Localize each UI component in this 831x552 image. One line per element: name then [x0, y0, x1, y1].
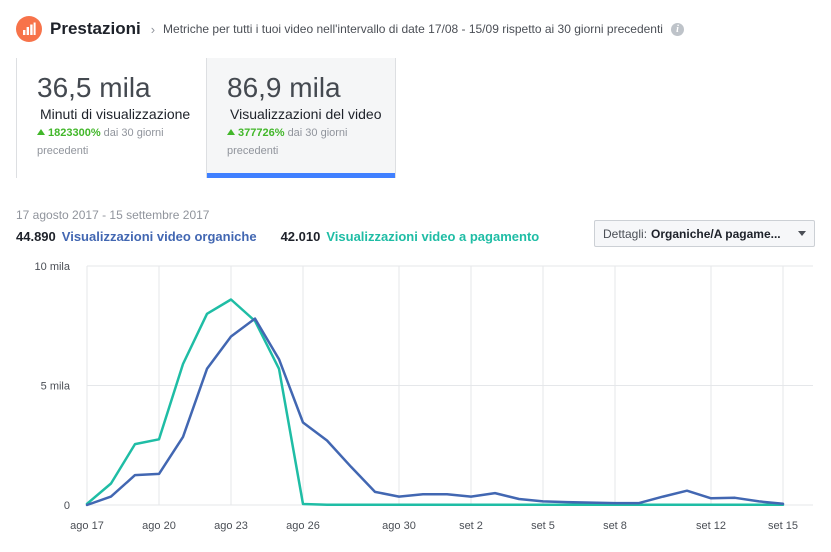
metric-card-views[interactable]: 86,9 mila Visualizzazioni del video 3777…	[206, 58, 396, 178]
metric-card-minutes[interactable]: 36,5 mila Minuti di visualizzazione 1823…	[16, 58, 206, 178]
y-tick-label: 0	[64, 500, 70, 512]
organic-legend-label[interactable]: Visualizzazioni video organiche	[61, 229, 257, 244]
x-tick-label: ago 23	[214, 520, 248, 532]
chart-legend: 44.890 Visualizzazioni video organiche 4…	[16, 229, 539, 244]
dropdown-value: Organiche/A pagame...	[651, 226, 781, 241]
series-line-paid[interactable]	[85, 298, 785, 507]
page-title: Prestazioni	[50, 19, 141, 38]
x-tick-label: set 12	[696, 520, 726, 532]
x-tick-label: set 15	[768, 520, 798, 532]
details-dropdown[interactable]: Dettagli: Organiche/A pagame...	[594, 220, 815, 247]
x-tick-label: ago 20	[142, 520, 176, 532]
x-tick-label: set 2	[459, 520, 483, 532]
metric-delta: 377726% dai 30 giorni precedenti	[227, 127, 348, 157]
page-header: Prestazioni › Metriche per tutti i tuoi …	[16, 14, 684, 44]
date-range: 17 agosto 2017 - 15 settembre 2017	[16, 208, 210, 222]
paid-total: 42.010	[280, 229, 321, 244]
x-tick-label: ago 26	[286, 520, 320, 532]
y-tick-label: 10 mila	[35, 261, 71, 273]
chevron-right-icon: ›	[150, 21, 156, 37]
organic-total: 44.890	[16, 229, 56, 244]
info-icon[interactable]: i	[670, 22, 684, 36]
x-tick-label: set 8	[603, 520, 627, 532]
metric-delta: 1823300% dai 30 giorni precedenti	[37, 127, 164, 157]
arrow-up-icon	[227, 129, 235, 135]
metric-label: Minuti di visualizzazione	[40, 106, 191, 122]
paid-legend-label[interactable]: Visualizzazioni video a pagamento	[326, 229, 540, 244]
chevron-down-icon	[798, 231, 806, 236]
x-tick-label: ago 17	[70, 520, 104, 532]
dropdown-label: Dettagli:	[603, 226, 648, 241]
metric-label: Visualizzazioni del video	[230, 106, 382, 122]
metric-value: 36,5 mila	[37, 72, 151, 103]
series-line-organic[interactable]	[85, 317, 785, 507]
x-tick-label: set 5	[531, 520, 555, 532]
x-tick-label: ago 30	[382, 520, 416, 532]
y-tick-label: 5 mila	[41, 381, 71, 393]
page-subtitle: Metriche per tutti i tuoi video nell'int…	[163, 22, 663, 36]
metric-cards: 36,5 mila Minuti di visualizzazione 1823…	[16, 58, 396, 178]
metric-value: 86,9 mila	[227, 72, 341, 103]
arrow-up-icon	[37, 129, 45, 135]
bar-chart-icon	[16, 16, 42, 42]
